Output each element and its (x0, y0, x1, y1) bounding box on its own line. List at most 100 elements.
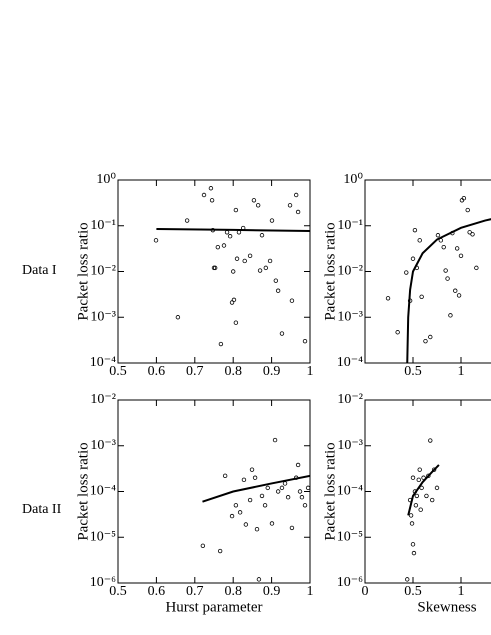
data-point (279, 485, 285, 491)
data-point (454, 246, 460, 251)
data-point (221, 243, 227, 248)
data-point (289, 525, 295, 531)
data-point (287, 203, 293, 208)
y-tick-label: 10⁻⁴ (90, 484, 116, 499)
fit-line (202, 474, 310, 503)
data-point (405, 577, 410, 582)
fit-line (406, 218, 491, 363)
data-point (229, 513, 235, 519)
data-point (418, 507, 423, 512)
data-point (200, 543, 206, 549)
x-tick-label: 0.7 (186, 584, 204, 599)
data-point (445, 276, 450, 281)
y-tick-label: 10⁻⁵ (90, 529, 116, 544)
data-point (297, 489, 303, 494)
data-point (259, 233, 265, 238)
x-axis-label: Hurst parameter (165, 599, 262, 615)
data-point (408, 513, 414, 518)
y-tick-label: 10⁻² (90, 392, 116, 407)
x-tick-label: 0.5 (109, 584, 127, 599)
data-point (295, 209, 301, 215)
data-point (417, 467, 422, 472)
data-point (227, 234, 233, 239)
y-tick-label: 10⁰ (343, 172, 363, 187)
data-point (217, 548, 223, 554)
data-point (249, 467, 255, 472)
row-label: Data II (22, 502, 62, 517)
y-axis-label: Packet loss ratio (75, 442, 91, 540)
data-point (233, 503, 239, 508)
y-tick-label: 10⁻⁵ (337, 529, 363, 544)
data-point (411, 550, 417, 556)
data-point (222, 473, 228, 479)
data-point (252, 475, 258, 480)
x-tick-label: 0.6 (148, 584, 166, 599)
data-point (259, 493, 265, 499)
data-point (443, 268, 448, 273)
y-axis-label: Packet loss ratio (322, 442, 338, 540)
data-point (262, 503, 268, 508)
y-tick-label: 10⁻³ (90, 438, 116, 453)
data-point (409, 521, 415, 526)
data-point (269, 218, 275, 223)
data-point (413, 503, 419, 508)
y-tick-label: 10⁻³ (337, 438, 363, 453)
x-tick-label: 0.5 (109, 364, 127, 379)
x-tick-label: 0.9 (263, 364, 281, 379)
data-point (448, 313, 453, 318)
data-point (395, 330, 400, 335)
data-point (465, 207, 470, 213)
plot-area (405, 438, 440, 582)
data-point (247, 497, 253, 503)
data-point (242, 258, 247, 264)
data-point (263, 265, 269, 271)
y-tick-label: 10⁻⁴ (337, 484, 363, 499)
data-point (410, 475, 416, 480)
data-point (410, 542, 416, 547)
data-point (275, 489, 281, 494)
x-tick-label: 1 (458, 364, 465, 379)
data-point (426, 473, 431, 479)
data-point (441, 244, 446, 250)
y-tick-label: 10⁻¹ (90, 218, 116, 233)
data-point (289, 298, 295, 303)
y-tick-label: 10⁻⁶ (90, 575, 116, 590)
data-point (431, 467, 437, 472)
x-tick-label: 0.6 (148, 364, 166, 379)
data-point (302, 503, 308, 508)
data-point (430, 497, 435, 503)
data-point (434, 485, 440, 491)
x-tick-label: 0.8 (224, 584, 242, 599)
y-tick-label: 10⁻⁴ (90, 355, 116, 370)
y-tick-label: 10⁰ (96, 172, 116, 187)
y-tick-label: 10⁻³ (90, 309, 116, 324)
data-point (456, 293, 462, 298)
data-point (234, 256, 240, 261)
data-point (267, 258, 273, 264)
data-point (247, 253, 253, 259)
y-tick-label: 10⁻⁶ (337, 575, 363, 590)
y-tick-label: 10⁻² (337, 264, 363, 279)
fit-line (156, 227, 310, 232)
data-point (218, 341, 224, 347)
data-point (419, 294, 424, 299)
y-tick-label: 10⁻² (337, 392, 363, 407)
x-tick-label: 1 (307, 584, 314, 599)
data-point (404, 270, 409, 275)
data-point (416, 477, 421, 483)
data-point (275, 288, 281, 293)
data-point (417, 238, 422, 243)
data-point (385, 296, 391, 301)
x-tick-label: 0.7 (186, 364, 204, 379)
data-point (254, 526, 260, 532)
data-point (279, 331, 285, 336)
data-point (295, 462, 301, 468)
x-tick-label: 0.5 (404, 584, 422, 599)
y-tick-label: 10⁻³ (337, 309, 363, 324)
x-axis-label: Skewness (417, 599, 476, 615)
data-point (175, 315, 181, 320)
data-point (241, 477, 247, 483)
data-point (435, 233, 441, 238)
data-point (233, 207, 239, 213)
